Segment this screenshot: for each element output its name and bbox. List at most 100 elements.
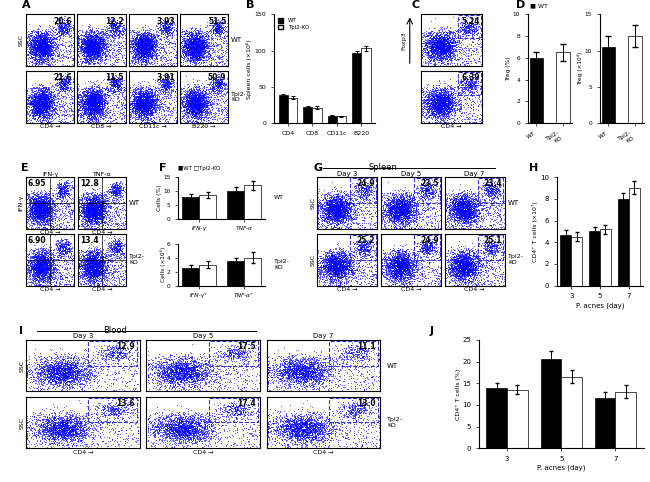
- Point: [306, 439, 317, 446]
- Point: [103, 91, 114, 99]
- Point: [90, 254, 100, 262]
- Point: [42, 29, 52, 37]
- Point: [144, 46, 155, 54]
- Point: [191, 46, 202, 54]
- Point: [489, 184, 499, 191]
- Point: [393, 214, 404, 222]
- Point: [285, 363, 295, 371]
- Point: [434, 41, 444, 49]
- Point: [437, 93, 447, 101]
- Point: [138, 52, 149, 60]
- Point: [355, 257, 365, 265]
- Point: [152, 42, 162, 50]
- Point: [49, 264, 59, 271]
- Point: [124, 385, 134, 392]
- Point: [194, 49, 205, 56]
- Point: [38, 102, 48, 109]
- Point: [110, 402, 120, 410]
- Point: [217, 58, 228, 66]
- Point: [315, 252, 326, 259]
- Point: [77, 206, 87, 214]
- Point: [364, 268, 374, 275]
- Point: [38, 264, 49, 272]
- Point: [388, 216, 398, 224]
- Point: [461, 24, 471, 31]
- Point: [328, 256, 339, 264]
- Point: [452, 269, 462, 277]
- Point: [191, 49, 202, 56]
- Point: [141, 105, 151, 113]
- Point: [332, 261, 342, 269]
- Point: [190, 357, 201, 364]
- Point: [47, 46, 58, 54]
- Point: [445, 99, 456, 107]
- Point: [190, 49, 200, 57]
- Point: [140, 101, 150, 108]
- Point: [391, 201, 401, 209]
- Point: [46, 98, 56, 106]
- Point: [31, 245, 41, 253]
- Point: [168, 429, 178, 437]
- Point: [337, 202, 348, 210]
- Point: [112, 190, 123, 198]
- Point: [406, 206, 417, 214]
- Point: [31, 48, 42, 55]
- Point: [337, 213, 347, 221]
- Point: [239, 346, 250, 353]
- Point: [188, 423, 198, 430]
- Point: [142, 40, 152, 48]
- Point: [169, 368, 179, 375]
- Point: [389, 219, 400, 227]
- Point: [450, 262, 460, 270]
- Point: [39, 269, 49, 277]
- Point: [446, 91, 456, 98]
- Point: [465, 24, 476, 32]
- Point: [336, 261, 346, 268]
- Point: [66, 365, 76, 373]
- Point: [42, 265, 52, 273]
- Point: [493, 210, 503, 217]
- Point: [440, 118, 450, 125]
- Point: [136, 47, 146, 54]
- Point: [33, 97, 44, 105]
- Point: [34, 45, 45, 53]
- Point: [217, 116, 228, 123]
- Point: [32, 223, 43, 231]
- Point: [217, 19, 228, 27]
- Point: [181, 361, 192, 369]
- Point: [199, 96, 209, 104]
- Point: [343, 254, 353, 261]
- Point: [53, 206, 63, 214]
- Point: [72, 436, 83, 444]
- Point: [467, 209, 477, 217]
- Point: [341, 265, 351, 273]
- Point: [346, 410, 357, 417]
- Point: [399, 263, 410, 271]
- Point: [114, 187, 124, 195]
- Point: [157, 81, 167, 89]
- Point: [346, 264, 357, 272]
- Point: [448, 254, 459, 261]
- Point: [92, 81, 103, 89]
- Point: [36, 55, 46, 63]
- Point: [188, 52, 198, 60]
- Point: [465, 205, 475, 213]
- Point: [453, 214, 463, 221]
- Point: [60, 426, 71, 433]
- Point: [169, 368, 179, 376]
- Point: [463, 265, 474, 273]
- Point: [215, 34, 226, 42]
- Point: [296, 417, 307, 425]
- Point: [216, 46, 227, 54]
- Point: [92, 99, 103, 107]
- Point: [78, 32, 88, 40]
- Point: [79, 36, 89, 44]
- Point: [31, 217, 42, 225]
- Point: [50, 421, 60, 428]
- Point: [336, 209, 346, 217]
- Point: [109, 29, 119, 37]
- Point: [46, 103, 57, 111]
- Point: [33, 208, 44, 215]
- Point: [202, 422, 212, 429]
- Point: [77, 429, 88, 437]
